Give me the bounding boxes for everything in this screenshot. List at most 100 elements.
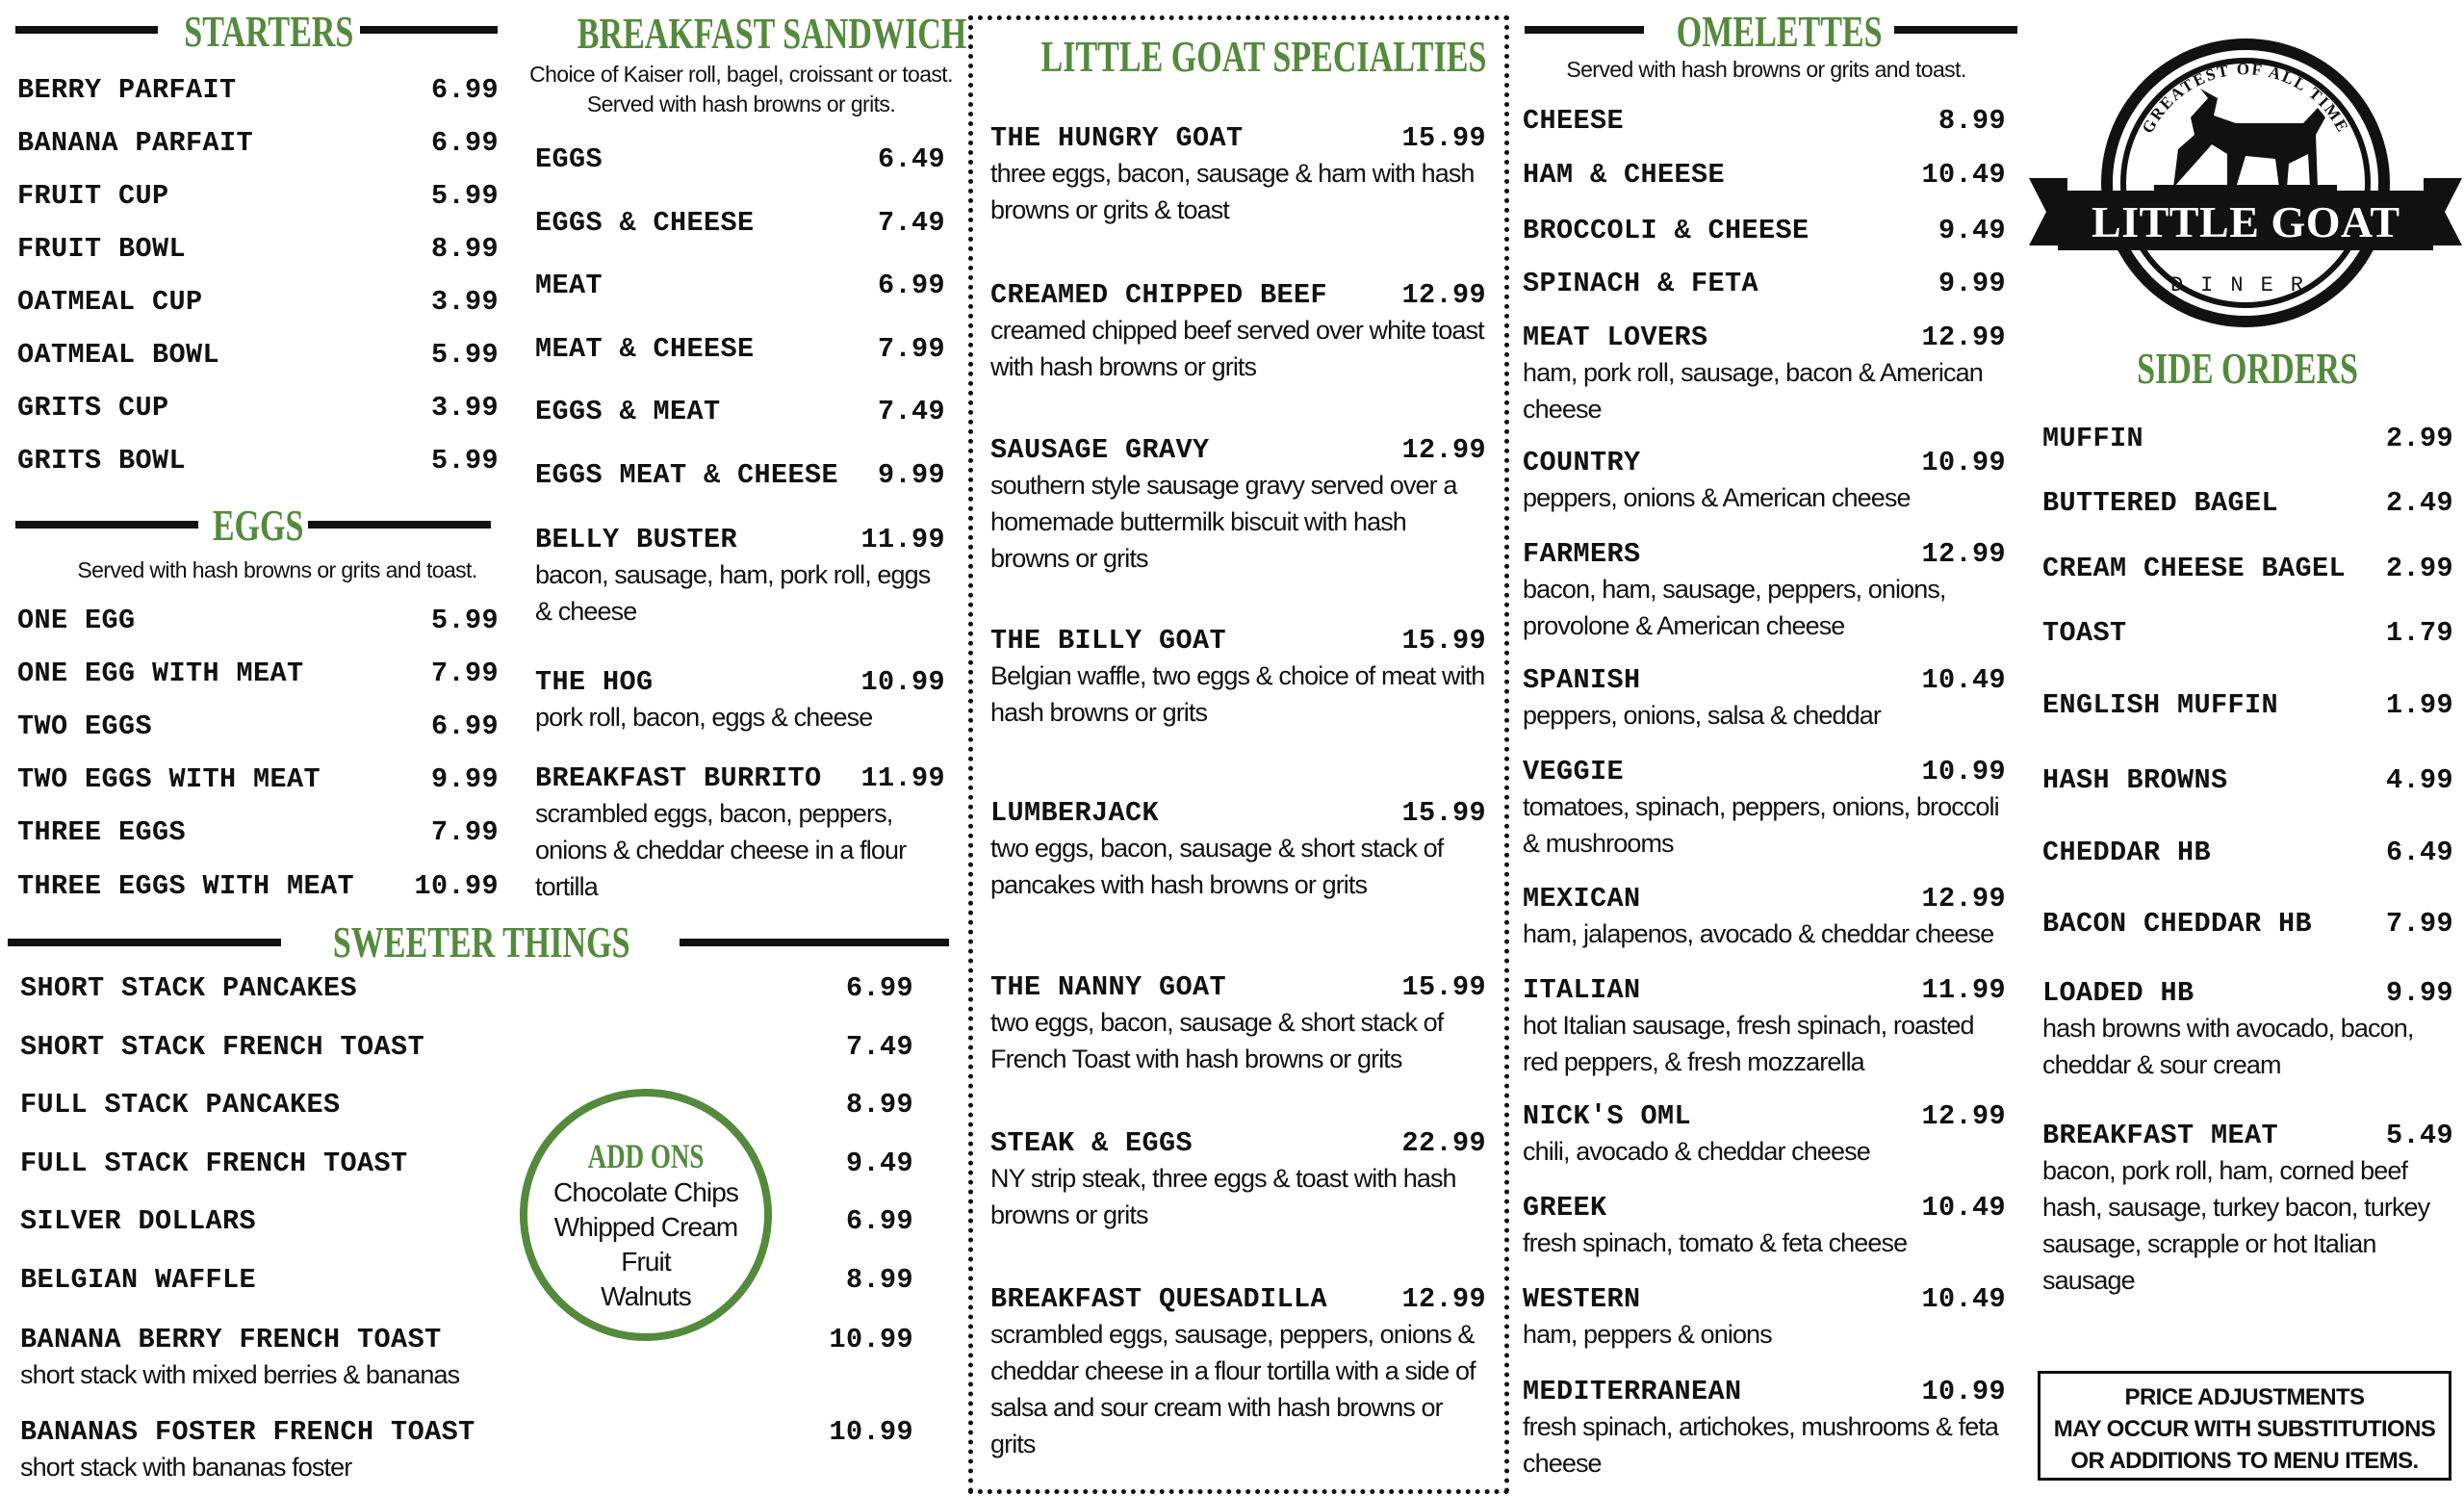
menu-item-row: GREEK 10.49	[1523, 1192, 2006, 1225]
item-name: VEGGIE	[1523, 756, 1625, 787]
item-name: CHEDDAR HB	[2042, 837, 2212, 868]
menu-item-row: MEAT & CHEESE 7.99	[535, 333, 945, 366]
item-name: MEXICAN	[1523, 883, 1641, 915]
item-name: TOAST	[2042, 617, 2127, 649]
item-description: chili, avocado & cheddar cheese	[1523, 1137, 1871, 1166]
menu-item-row: BACON CHEDDAR HB 7.99	[2042, 908, 2453, 941]
item-name: ONE EGG WITH MEAT	[17, 658, 304, 689]
item-price: 5.99	[430, 339, 499, 371]
menu-item-row: BANANA BERRY FRENCH TOAST 10.99	[20, 1324, 913, 1356]
item-name: FRUIT CUP	[17, 180, 169, 212]
menu-item: HAM & CHEESE 10.49	[1523, 159, 2006, 192]
item-name: COUNTRY	[1523, 447, 1641, 478]
item-price: 6.99	[845, 972, 913, 1004]
item-name: MEAT LOVERS	[1523, 322, 1708, 353]
menu-item: SPANISH 10.49 peppers, onions, salsa & che…	[1523, 664, 2006, 734]
menu-item-row: FULL STACK FRENCH TOAST 9.49	[20, 1148, 913, 1180]
item-price: 6.99	[430, 74, 499, 106]
menu-item-row: THREE EGGS 7.99	[17, 816, 499, 849]
item-price: 10.99	[829, 1416, 913, 1448]
item-price: 10.99	[860, 666, 945, 698]
menu-item-row: VEGGIE 10.99	[1523, 756, 2006, 788]
menu-item: FRUIT BOWL 8.99	[17, 233, 499, 266]
item-price: 8.99	[845, 1264, 913, 1296]
item-price: 5.99	[430, 445, 499, 477]
menu-item-row: THE HOG 10.99	[535, 666, 945, 699]
item-price: 9.99	[877, 459, 945, 491]
add-ons-badge: ADD ONS Chocolate Chips Whipped Cream Fr…	[520, 1089, 772, 1341]
item-name: OATMEAL BOWL	[17, 339, 220, 371]
item-price: 5.99	[430, 605, 499, 636]
menu-item: HASH BROWNS 4.99	[2042, 764, 2453, 797]
item-name: SILVER DOLLARS	[20, 1205, 257, 1237]
item-price: 1.99	[2385, 689, 2453, 721]
item-name: THE HOG	[535, 666, 654, 698]
menu-item-row: EGGS & MEAT 7.49	[535, 396, 945, 428]
item-description: tomatoes, spinach, peppers, onions, broc…	[1523, 792, 2000, 858]
item-price: 7.49	[845, 1031, 913, 1063]
divider	[8, 939, 281, 946]
item-name: BELGIAN WAFFLE	[20, 1264, 257, 1296]
menu-item-row: EGGS 6.49	[535, 143, 945, 176]
item-price: 2.99	[2385, 553, 2453, 584]
item-name: FULL STACK FRENCH TOAST	[20, 1148, 408, 1179]
logo-banner	[2058, 191, 2433, 250]
eggs-heading: EGGS	[212, 501, 304, 550]
menu-item-row: NICK'S OML 12.99	[1523, 1100, 2006, 1133]
menu-item-row: MEAT LOVERS 12.99	[1523, 322, 2006, 354]
price-adjustment-notice: PRICE ADJUSTMENTS MAY OCCUR WITH SUBSTIT…	[2038, 1371, 2451, 1481]
item-name: ITALIAN	[1523, 974, 1641, 1006]
item-name: OATMEAL CUP	[17, 286, 203, 318]
item-price: 15.99	[1401, 625, 1486, 657]
item-description: short stack with mixed berries & bananas	[20, 1360, 460, 1389]
menu-item-row: MEDITERRANEAN 10.99	[1523, 1376, 2006, 1408]
menu-item: GREEK 10.49 fresh spinach, tomato & feta c…	[1523, 1192, 2006, 1261]
item-price: 5.99	[430, 180, 499, 212]
menu-item: BREAKFAST MEAT 5.49 bacon, pork roll, ham,…	[2042, 1120, 2453, 1299]
item-name: BACON CHEDDAR HB	[2042, 908, 2313, 940]
item-price: 10.49	[1921, 1192, 2006, 1224]
item-price: 8.99	[1938, 105, 2006, 137]
notice-line: OR ADDITIONS TO MENU ITEMS.	[2070, 1448, 2419, 1474]
item-name: SPINACH & FETA	[1523, 268, 1759, 299]
little-goat-logo: GREATEST OF ALL TIME LITTLE GOAT DINER	[2029, 39, 2462, 327]
item-description: two eggs, bacon, sausage & short stack o…	[990, 834, 1444, 899]
item-name: HAM & CHEESE	[1523, 159, 1726, 191]
menu-item: NICK'S OML 12.99 chili, avocado & cheddar …	[1523, 1100, 2006, 1170]
item-price: 7.99	[2385, 908, 2453, 940]
add-on-item: Fruit	[621, 1247, 671, 1277]
item-price: 6.49	[877, 143, 945, 175]
menu-item: BERRY PARFAIT 6.99	[17, 74, 499, 107]
menu-item-row: SILVER DOLLARS 6.99	[20, 1205, 913, 1238]
item-name: EGGS MEAT & CHEESE	[535, 459, 839, 491]
item-price: 6.99	[430, 710, 499, 742]
item-name: MEAT & CHEESE	[535, 333, 755, 365]
item-price: 3.99	[430, 392, 499, 424]
specialties-box	[968, 15, 1509, 1494]
sandwich-heading: BREAKFAST SANDWICH	[577, 9, 967, 58]
menu-item: WESTERN 10.49 ham, peppers & onions	[1523, 1283, 2006, 1353]
item-name: BERRY PARFAIT	[17, 74, 237, 106]
item-price: 2.99	[2385, 423, 2453, 454]
item-price: 3.99	[430, 286, 499, 318]
item-name: STEAK & EGGS	[990, 1127, 1194, 1159]
menu-item-row: BERRY PARFAIT 6.99	[17, 74, 499, 107]
item-price: 12.99	[1921, 883, 2006, 915]
menu-item-row: BREAKFAST BURRITO 11.99	[535, 762, 945, 795]
sandwich-subtitle: Choice of Kaiser roll, bagel, croissant …	[529, 60, 953, 119]
goat-silhouette-icon	[2173, 89, 2325, 188]
item-description: peppers, onions, salsa & cheddar	[1523, 701, 1882, 730]
menu-item: TWO EGGS WITH MEAT 9.99	[17, 763, 499, 796]
item-description: ham, pork roll, sausage, bacon & America…	[1523, 358, 1984, 424]
add-on-item: Walnuts	[601, 1281, 692, 1311]
menu-item: BANANA BERRY FRENCH TOAST 10.99 short stac…	[20, 1324, 913, 1393]
logo-title: LITTLE GOAT	[2092, 197, 2400, 246]
menu-item-row: EGGS & CHEESE 7.49	[535, 207, 945, 240]
item-name: EGGS & CHEESE	[535, 207, 755, 239]
item-name: BELLY BUSTER	[535, 524, 738, 555]
menu-item: MEXICAN 12.99 ham, jalapenos, avocado & ch…	[1523, 883, 2006, 952]
menu-item-row: MEXICAN 12.99	[1523, 883, 2006, 916]
item-name: THE HUNGRY GOAT	[990, 122, 1244, 154]
menu-item: BACON CHEDDAR HB 7.99	[2042, 908, 2453, 941]
